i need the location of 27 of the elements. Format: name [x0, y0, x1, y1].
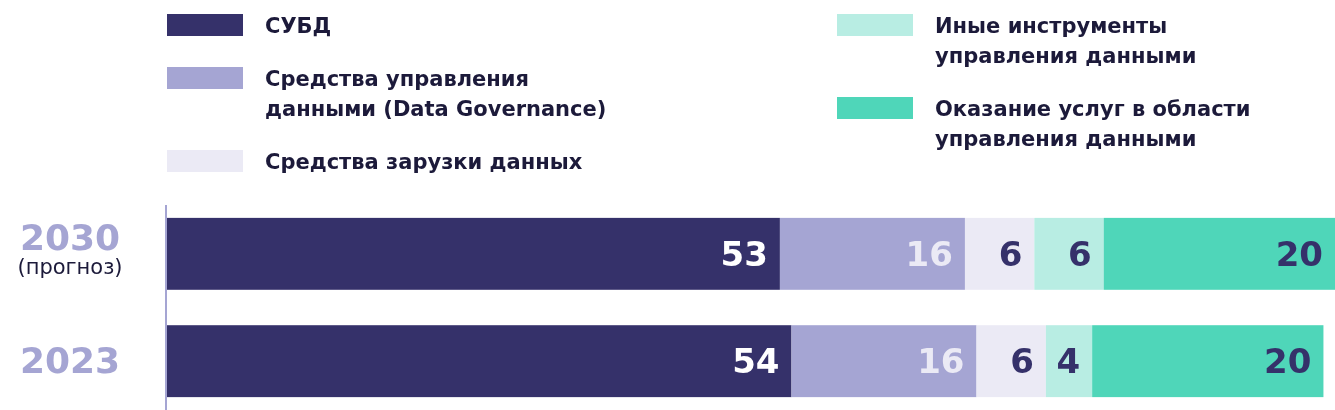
- data-label: 4: [1056, 341, 1081, 382]
- data-label: 16: [905, 233, 953, 274]
- bar: [779, 217, 965, 290]
- data-label: 16: [917, 341, 965, 382]
- legend-label: Иные инструменты управления данными: [935, 14, 1197, 68]
- data-label: 20: [1275, 233, 1323, 274]
- data-label: 20: [1264, 341, 1312, 382]
- data-label: 6: [1010, 341, 1034, 382]
- bar: [976, 325, 1046, 398]
- bar: [1092, 325, 1324, 398]
- data-label: 54: [732, 341, 780, 382]
- bar: [1045, 325, 1093, 398]
- data-label: 53: [720, 233, 768, 274]
- y-tick-label: 2030 (прогноз): [17, 216, 123, 279]
- data-label: 6: [998, 233, 1023, 274]
- bar: [167, 325, 792, 398]
- y-tick-label: 2023: [19, 340, 121, 382]
- legend-label: Оказание услуг в области управления данными: [935, 97, 1251, 151]
- bar: [964, 217, 1035, 290]
- legend-label: Средства зарузки данных: [265, 150, 583, 174]
- bar: [1103, 217, 1335, 290]
- bar: [791, 325, 977, 398]
- legend-label: СУБД: [265, 14, 332, 38]
- data-label: 6: [1068, 233, 1092, 274]
- bar: [167, 217, 780, 290]
- bar: [1034, 217, 1104, 290]
- legend-label: Средства управления данными (Data Governance): [265, 67, 607, 121]
